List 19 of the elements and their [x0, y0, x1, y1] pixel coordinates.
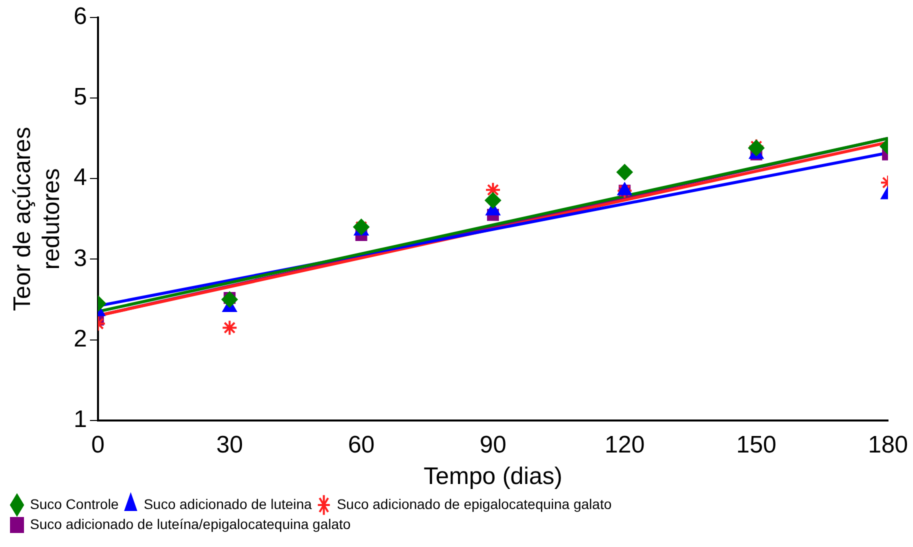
legend-label: Suco adicionado de epigalocatequina galato — [336, 496, 612, 512]
legend-label: Suco Controle — [30, 496, 119, 512]
x-tick-label: 60 — [348, 431, 375, 458]
y-tick-label: 2 — [74, 325, 87, 352]
x-tick-label: 180 — [868, 431, 908, 458]
legend-label: Suco adicionado de luteina — [144, 496, 312, 512]
x-tick-label: 30 — [216, 431, 243, 458]
x-tick-label: 0 — [91, 431, 105, 458]
y-tick-label: 5 — [74, 84, 87, 111]
y-tick-label: 4 — [74, 164, 87, 192]
x-tick-label: 90 — [480, 431, 506, 458]
x-tick-label: 120 — [604, 431, 645, 458]
legend-label: Suco adicionado de luteína/epigalocatequina galato — [30, 516, 351, 532]
x-axis-title: Tempo (dias) — [424, 463, 562, 490]
y-tick-label: 6 — [74, 3, 87, 30]
y-axis-title: Teor de açúcares redutores — [9, 126, 65, 311]
y-tick-label: 1 — [74, 406, 87, 434]
x-tick-label: 150 — [736, 431, 776, 458]
y-tick-label: 3 — [74, 244, 87, 272]
